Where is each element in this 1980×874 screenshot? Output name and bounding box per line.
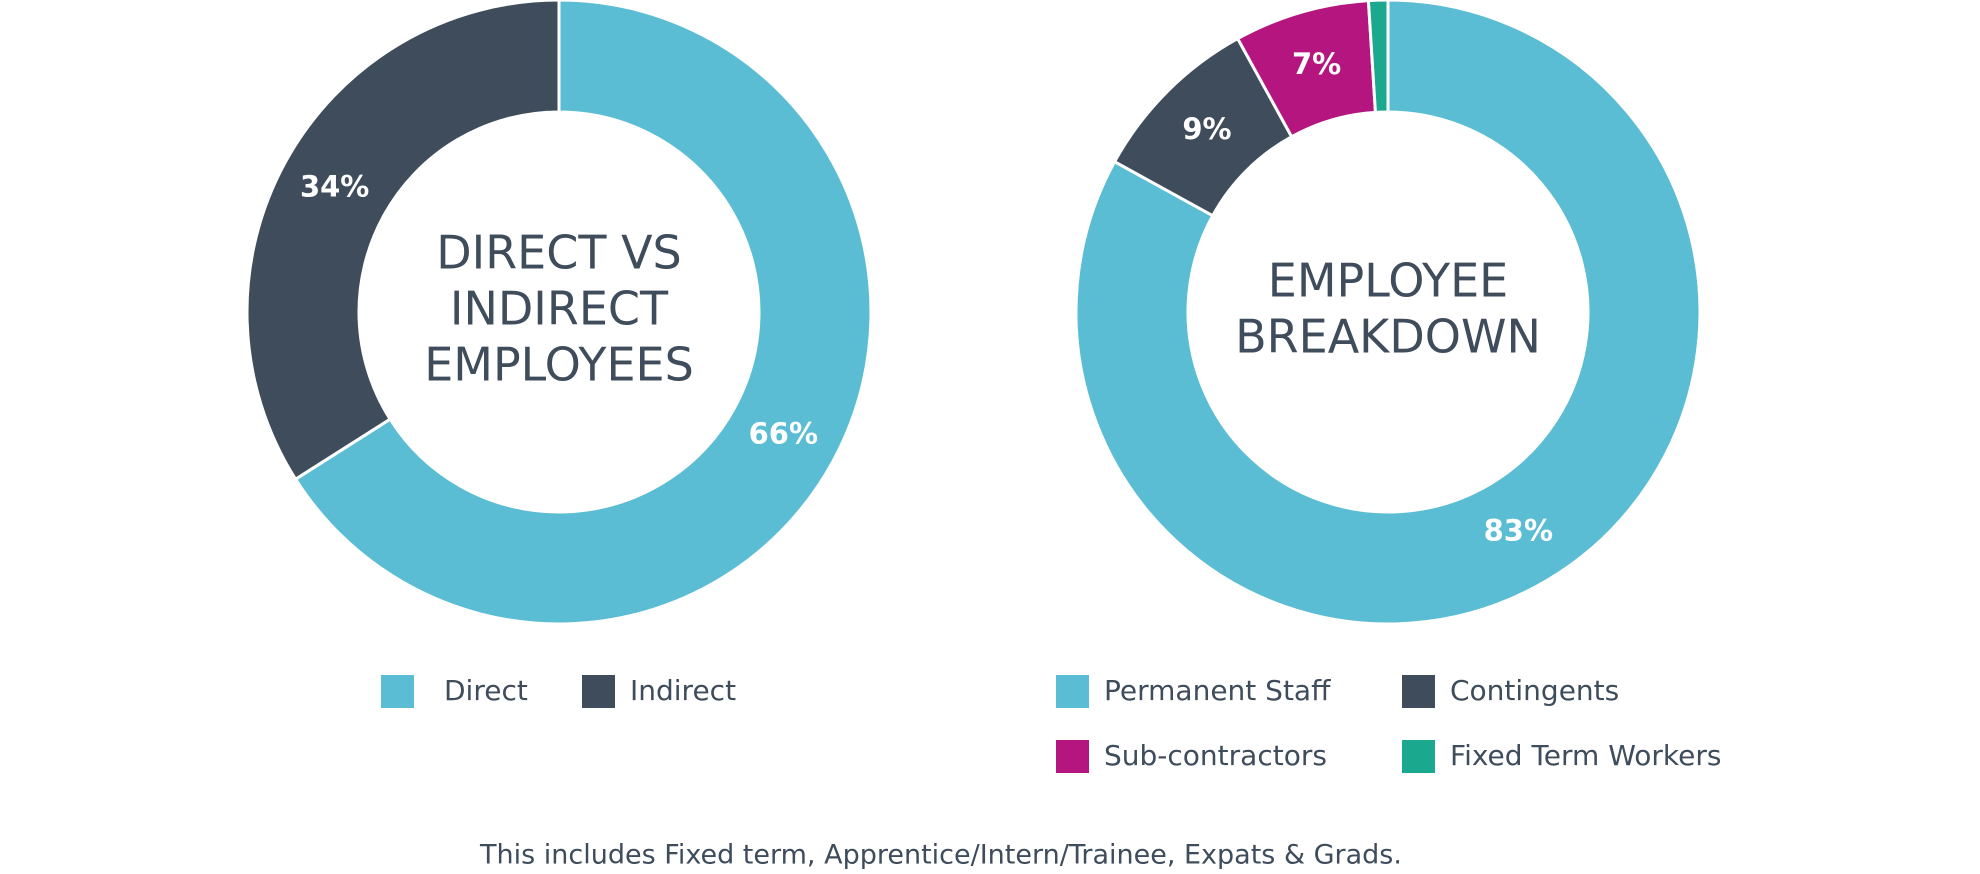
chart-title: INDIRECT: [450, 282, 669, 336]
value-label: 83%: [1484, 513, 1553, 547]
legend-label: Permanent Staff: [1104, 674, 1331, 707]
chart-title: EMPLOYEE: [1268, 254, 1508, 308]
legend-swatch: [582, 675, 615, 708]
legend-label: Fixed Term Workers: [1450, 739, 1721, 772]
legend-label: Contingents: [1450, 674, 1619, 707]
legend-label: Indirect: [630, 674, 736, 707]
legend-label: Direct: [444, 674, 528, 707]
donut-slice: [245, 0, 561, 482]
legend-swatch: [1402, 740, 1435, 773]
donut-slice: [1366, 0, 1390, 114]
legend-swatch: [1056, 740, 1089, 773]
value-label: 9%: [1182, 112, 1231, 146]
value-label: 66%: [749, 416, 818, 450]
chart-title: BREAKDOWN: [1235, 310, 1541, 364]
value-label: 34%: [300, 170, 369, 204]
donut-slice: [1074, 0, 1702, 626]
legend-swatch: [1402, 675, 1435, 708]
footnote: This includes Fixed term, Apprentice/Int…: [479, 840, 1402, 871]
chart-title: EMPLOYEES: [424, 338, 694, 392]
donut-slice: [293, 0, 873, 626]
value-label: 7%: [1292, 47, 1341, 81]
legend-swatch: [381, 675, 414, 708]
legend-swatch: [1056, 675, 1089, 708]
chart-title: DIRECT VS: [436, 226, 682, 280]
legend-label: Sub-contractors: [1104, 739, 1327, 772]
